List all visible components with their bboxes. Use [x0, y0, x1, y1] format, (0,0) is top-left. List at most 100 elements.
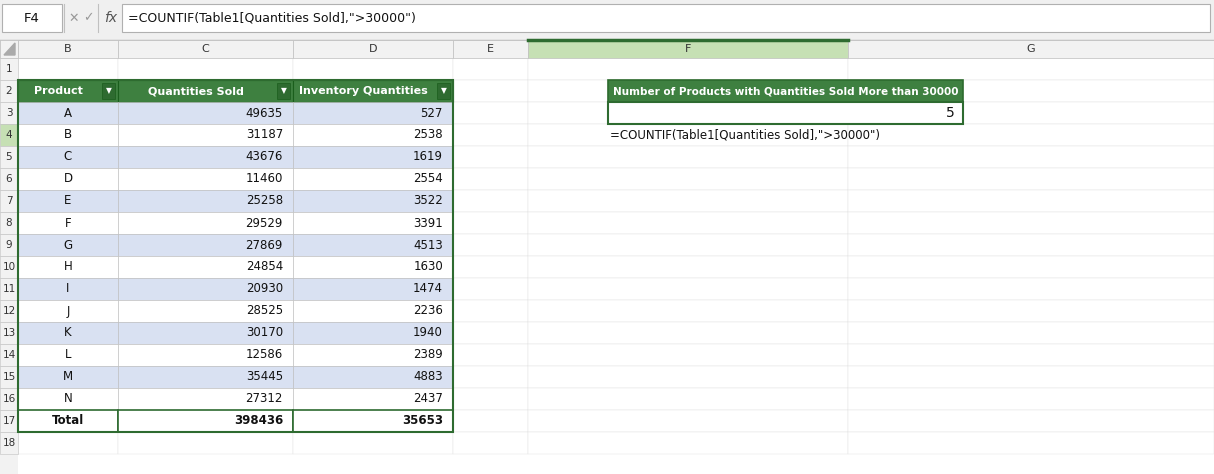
Bar	[18, 388, 118, 410]
Bar	[453, 190, 528, 212]
Bar	[118, 388, 293, 410]
Text: 43676: 43676	[245, 151, 283, 164]
Bar	[293, 300, 453, 322]
Text: 1: 1	[6, 64, 12, 74]
Bar	[453, 366, 528, 388]
Text: ▼: ▼	[282, 86, 287, 95]
Bar	[118, 212, 293, 234]
Text: K: K	[64, 327, 72, 339]
Text: Total: Total	[52, 414, 84, 428]
Bar	[528, 322, 849, 344]
Bar	[118, 146, 293, 168]
Bar	[849, 322, 1214, 344]
Bar	[293, 80, 453, 102]
Bar	[0, 102, 18, 124]
Text: 10: 10	[2, 262, 16, 272]
Bar	[453, 410, 528, 432]
Bar	[528, 278, 849, 300]
Bar	[0, 366, 18, 388]
Text: 49635: 49635	[245, 107, 283, 119]
Bar	[18, 410, 118, 432]
Bar	[18, 256, 118, 278]
Bar	[293, 388, 453, 410]
Bar	[18, 102, 118, 124]
Text: 2389: 2389	[413, 348, 443, 362]
Text: 2236: 2236	[413, 304, 443, 318]
Text: Inventory Quantities: Inventory Quantities	[299, 86, 427, 96]
Bar	[293, 168, 453, 190]
Text: C: C	[202, 44, 209, 54]
Text: 14: 14	[2, 350, 16, 360]
Bar	[293, 40, 453, 58]
Text: 13: 13	[2, 328, 16, 338]
Bar	[118, 190, 293, 212]
Bar	[453, 432, 528, 454]
Bar	[528, 234, 849, 256]
Bar	[0, 168, 18, 190]
Bar	[18, 190, 118, 212]
Bar	[453, 212, 528, 234]
Bar	[2, 4, 62, 32]
Bar	[293, 410, 453, 432]
Bar	[18, 146, 118, 168]
Bar	[293, 58, 453, 80]
Bar	[453, 146, 528, 168]
Bar	[118, 322, 293, 344]
Bar	[0, 256, 18, 278]
Text: 28525: 28525	[246, 304, 283, 318]
Text: 5: 5	[946, 106, 955, 120]
Bar	[18, 102, 118, 124]
Bar	[293, 146, 453, 168]
Bar	[118, 40, 293, 58]
Bar	[849, 212, 1214, 234]
Text: 35653: 35653	[402, 414, 443, 428]
Bar	[528, 432, 849, 454]
Bar	[118, 80, 293, 102]
Bar	[849, 278, 1214, 300]
Bar	[118, 366, 293, 388]
Bar	[528, 366, 849, 388]
Bar	[18, 410, 118, 432]
Bar	[118, 168, 293, 190]
Text: 3391: 3391	[413, 217, 443, 229]
Bar	[118, 168, 293, 190]
Bar	[293, 234, 453, 256]
Text: 30170: 30170	[246, 327, 283, 339]
Bar	[453, 256, 528, 278]
Text: 5: 5	[6, 152, 12, 162]
Text: I: I	[67, 283, 69, 295]
Bar	[18, 40, 118, 58]
Bar	[118, 234, 293, 256]
Bar	[293, 212, 453, 234]
Bar	[528, 102, 849, 124]
Text: A: A	[64, 107, 72, 119]
Bar	[849, 124, 1214, 146]
Bar	[293, 344, 453, 366]
Bar	[18, 322, 118, 344]
Bar	[453, 40, 528, 58]
Bar	[18, 300, 118, 322]
Polygon shape	[4, 43, 15, 55]
Bar	[849, 388, 1214, 410]
Bar	[528, 146, 849, 168]
Bar	[18, 168, 118, 190]
Bar	[0, 80, 18, 102]
Bar	[0, 432, 18, 454]
Bar	[18, 432, 118, 454]
Text: B: B	[64, 44, 72, 54]
Text: 2554: 2554	[413, 173, 443, 185]
Text: 6: 6	[6, 174, 12, 184]
Bar	[102, 83, 115, 99]
Text: 25258: 25258	[246, 194, 283, 208]
Text: 29529: 29529	[245, 217, 283, 229]
Bar	[118, 212, 293, 234]
Text: 1474: 1474	[413, 283, 443, 295]
Bar	[18, 168, 118, 190]
Text: N: N	[63, 392, 73, 405]
Text: 27869: 27869	[245, 238, 283, 252]
Bar	[293, 212, 453, 234]
Bar	[528, 212, 849, 234]
Bar	[849, 300, 1214, 322]
Bar	[0, 410, 18, 432]
Bar	[118, 102, 293, 124]
